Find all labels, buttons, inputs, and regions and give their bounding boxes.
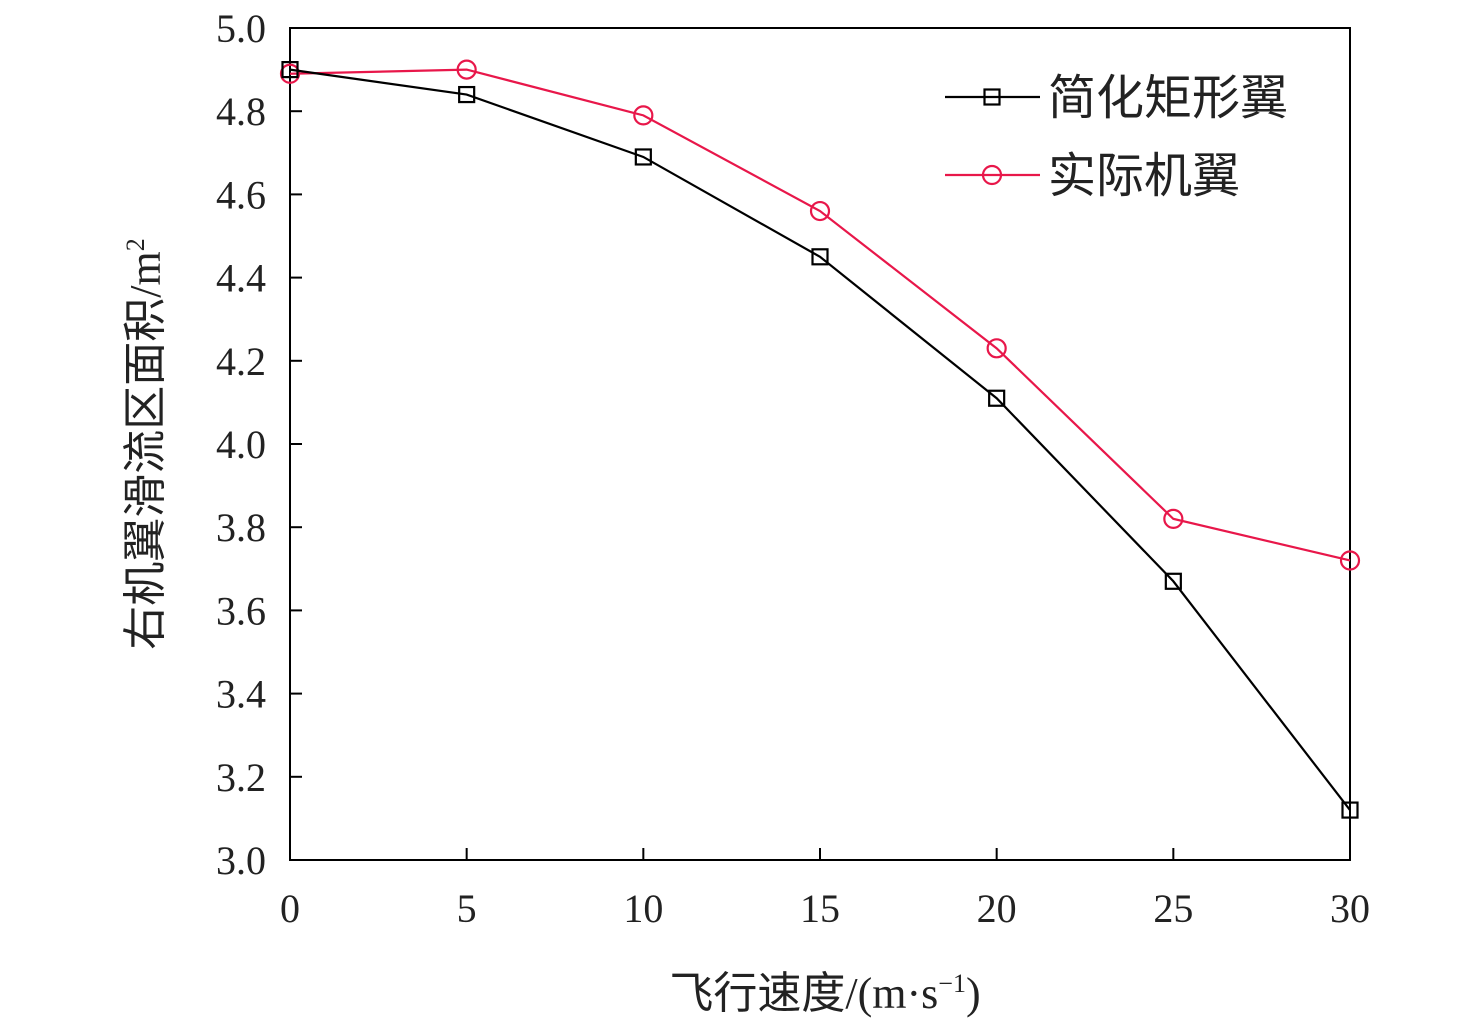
data-point	[456, 59, 477, 80]
y-tick-label: 5.0	[216, 6, 266, 51]
y-tick-label: 4.4	[216, 256, 266, 301]
series-line	[289, 68, 1351, 811]
x-tick-label: 10	[623, 886, 663, 931]
data-point	[281, 60, 299, 79]
x-tick-label: 0	[280, 886, 300, 931]
y-tick-label: 4.2	[216, 339, 266, 384]
legend-entry: 简化矩形翼	[945, 72, 1288, 125]
legend-marker	[981, 164, 1003, 186]
series-square	[281, 60, 1359, 819]
x-tick-label: 15	[800, 886, 840, 931]
y-tick-label: 4.0	[216, 422, 266, 467]
x-tick-label: 5	[457, 886, 477, 931]
data-point	[986, 338, 1007, 359]
data-point	[1339, 550, 1361, 571]
data-point	[633, 105, 654, 126]
y-tick-label: 3.4	[216, 672, 266, 717]
legend-marker	[983, 88, 1001, 106]
x-tick-label: 25	[1153, 886, 1193, 931]
data-point	[279, 63, 301, 84]
y-axis-title: 右机翼滑流区面积/m2	[121, 238, 170, 649]
series-line	[289, 68, 1351, 562]
y-tick-label: 4.6	[216, 172, 266, 217]
x-tick-label: 30	[1330, 886, 1370, 931]
legend-label: 简化矩形翼	[1048, 72, 1288, 125]
y-tick-label: 3.2	[216, 755, 266, 800]
series-layer	[279, 59, 1361, 819]
legend-label: 实际机翼	[1048, 150, 1240, 203]
y-tick-label: 3.8	[216, 505, 266, 550]
data-point	[458, 85, 476, 104]
data-point	[811, 248, 829, 266]
data-point	[988, 389, 1006, 407]
y-tick-label: 3.6	[216, 588, 266, 633]
data-point	[1163, 508, 1184, 529]
x-tick-label: 20	[977, 886, 1017, 931]
y-tick-label: 4.8	[216, 89, 266, 134]
legend-entry: 实际机翼	[945, 150, 1240, 203]
data-point	[1164, 572, 1182, 590]
data-point	[634, 148, 652, 166]
data-point	[1341, 801, 1359, 819]
x-axis-title: 飞行速度/(m·s−1)	[669, 969, 980, 1018]
series-circle	[279, 59, 1361, 571]
y-tick-label: 3.0	[216, 838, 266, 883]
axes: 0 5 10 15 20 25 30 3.0 3.2 3.4 3.6 3.8 4.0 4.2 4.4 4.6 4…	[216, 6, 1370, 931]
data-point	[809, 200, 831, 222]
